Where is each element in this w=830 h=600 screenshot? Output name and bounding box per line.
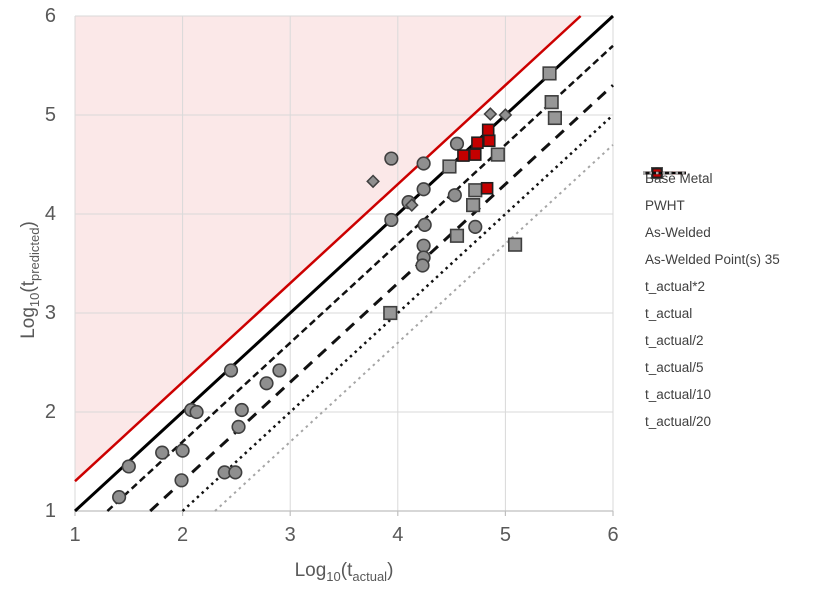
ref-line-t-actual-5: [149, 84, 615, 513]
x-axis-title: Log10(tactual): [75, 560, 613, 584]
marker-circle: [121, 459, 136, 474]
marker-square-red: [468, 148, 482, 161]
marker-circle: [416, 182, 431, 197]
marker-circle: [449, 136, 465, 151]
marker-diamond: [404, 198, 419, 212]
marker-square: [442, 159, 457, 174]
marker-circle: [447, 188, 462, 203]
marker-circle: [234, 402, 249, 418]
marker-diamond: [483, 107, 498, 121]
x-tick-label: 6: [607, 524, 619, 546]
marker-square: [507, 237, 523, 252]
x-tick-label: 3: [284, 524, 296, 546]
legend: Base Metal PWHT As-Welded As-Welded Point(s…: [642, 165, 780, 435]
marker-square-red: [457, 149, 470, 162]
marker-circle: [223, 363, 239, 378]
marker-circle: [416, 156, 431, 171]
x-tick-label: 2: [177, 524, 189, 546]
marker-circle: [175, 443, 190, 458]
marker-square-red: [482, 134, 496, 148]
legend-item-t-actual-2: t_actual/2: [642, 171, 780, 354]
legend-item-label: t_actual/20: [645, 414, 712, 429]
legend-item-t-actual-10: t_actual/10: [642, 171, 780, 408]
legend-item-label: As-Welded: [645, 225, 711, 240]
marker-circle: [231, 419, 246, 434]
legend-item-t-actual-2: t_actual*2: [642, 171, 780, 300]
marker-square: [466, 197, 481, 213]
marker-diamond: [498, 108, 513, 122]
marker-circle: [468, 219, 483, 234]
marker-square: [383, 305, 398, 321]
marker-circle: [416, 238, 431, 253]
marker-circle: [228, 465, 243, 480]
x-tick-label: 1: [69, 524, 81, 546]
y-tick-label: 4: [44, 203, 56, 225]
marker-circle: [174, 473, 189, 488]
y-title-sub: predicted: [26, 227, 42, 282]
legend-item-label: t_actual/2: [645, 333, 704, 348]
marker-square: [468, 183, 483, 198]
legend-item-label: t_actual/5: [645, 360, 704, 375]
marker-circle: [155, 445, 170, 460]
legend-item-label: t_actual*2: [645, 279, 706, 294]
x-title-log: Log: [294, 560, 327, 581]
marker-square-red: [471, 136, 484, 150]
legend-item-label: As-Welded Point(s) 35: [645, 252, 780, 267]
marker-square: [490, 147, 505, 162]
marker-circle: [272, 363, 287, 378]
ref-line-t-actual-20: [214, 144, 614, 512]
x-title-close: ): [387, 560, 394, 581]
legend-item-t-actual-5: t_actual/5: [642, 171, 780, 381]
legend-line-sample: [643, 171, 686, 175]
x-tick-label: 5: [499, 524, 511, 546]
legend-item-label: t_actual: [645, 306, 693, 321]
ref-line-t-actual-2: [106, 44, 614, 512]
legend-item-pwht: PWHT: [642, 167, 780, 219]
legend-item-as-welded: As-Welded: [642, 167, 780, 246]
ref-line-t-actual: [73, 14, 615, 513]
x-title-sub: actual: [352, 568, 388, 584]
marker-circle: [189, 404, 204, 420]
x-tick-label: 4: [392, 524, 404, 546]
y-axis-title: Log10(tpredicted): [18, 221, 42, 339]
marker-circle: [384, 212, 399, 228]
y-tick-label: 5: [44, 104, 56, 126]
y-tick-label: 3: [44, 302, 56, 324]
y-tick-label: 6: [44, 5, 56, 27]
marker-circle: [112, 490, 127, 505]
marker-square: [544, 95, 559, 110]
legend-item-t-actual-20: t_actual/20: [642, 171, 780, 435]
marker-square: [547, 110, 562, 126]
x-title-open: (t: [340, 560, 353, 581]
y-tick-label: 1: [44, 500, 56, 522]
marker-circle: [384, 151, 399, 166]
marker-circle: [259, 376, 274, 391]
y-title-open: (t: [18, 281, 40, 293]
ref-line-t-actual-2: [74, 15, 582, 483]
y-title-base: 10: [26, 292, 42, 308]
y-title-log: Log: [18, 307, 40, 339]
legend-line-sample: [643, 171, 686, 175]
x-title-base: 10: [326, 568, 341, 584]
y-title-close: ): [18, 221, 40, 228]
marker-circle: [417, 217, 432, 232]
marker-square-red: [480, 181, 494, 195]
marker-circle: [415, 258, 430, 273]
marker-square: [449, 228, 465, 243]
legend-item-t-actual: t_actual: [642, 171, 780, 327]
legend-item-as-welded-point-s-35: As-Welded Point(s) 35: [642, 168, 780, 273]
marker-square: [542, 66, 557, 81]
legend-item-label: PWHT: [645, 198, 685, 213]
y-tick-label: 2: [44, 401, 56, 423]
marker-diamond: [366, 174, 380, 189]
legend-item-label: t_actual/10: [645, 387, 712, 402]
marker-square-red: [481, 123, 495, 137]
